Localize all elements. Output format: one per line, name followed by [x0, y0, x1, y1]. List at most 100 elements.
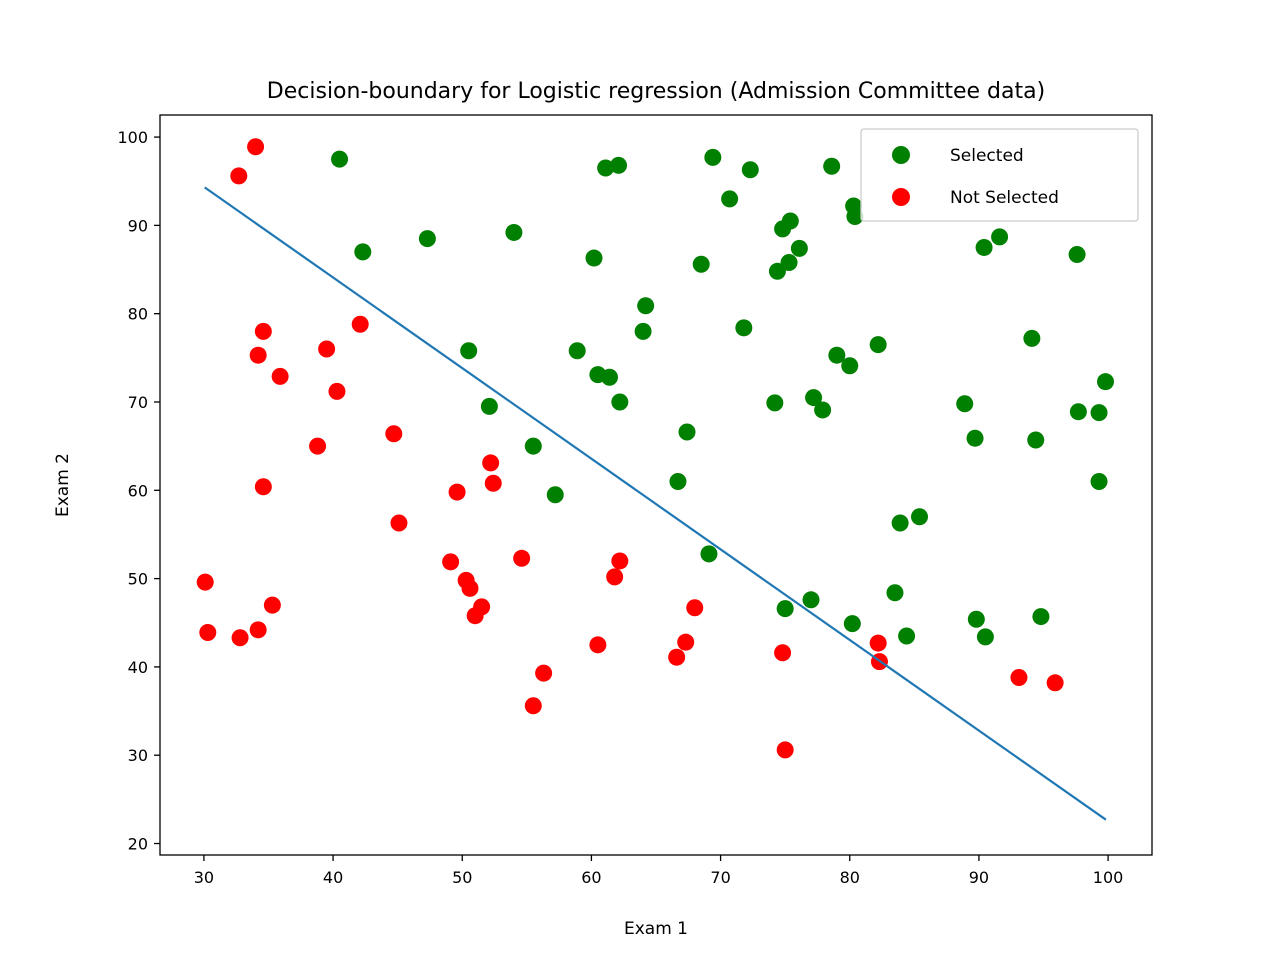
- point-not-selected: [263, 596, 281, 614]
- x-axis-label: Exam 1: [624, 919, 688, 939]
- y-tick-label: 80: [128, 305, 148, 324]
- point-selected: [823, 157, 841, 175]
- point-not-selected: [466, 607, 484, 625]
- legend-marker-not-selected: [892, 188, 910, 206]
- point-selected: [1023, 329, 1041, 347]
- point-selected: [601, 368, 618, 386]
- point-not-selected: [196, 573, 214, 591]
- point-selected: [354, 243, 372, 261]
- point-not-selected: [254, 322, 272, 340]
- legend: Selected Not Selected: [860, 128, 1139, 222]
- point-not-selected: [1046, 674, 1064, 692]
- decision-boundary-line: [204, 186, 1107, 821]
- point-not-selected: [461, 579, 479, 597]
- point-selected: [637, 297, 655, 315]
- point-selected: [841, 357, 859, 375]
- y-axis: 20 30 40 50 60 70 80 90 100: [117, 128, 160, 854]
- point-not-selected: [390, 514, 408, 532]
- data-points: [196, 138, 1114, 759]
- point-selected: [805, 389, 823, 407]
- point-selected: [669, 472, 687, 490]
- point-not-selected: [230, 167, 248, 185]
- point-not-selected: [318, 340, 336, 358]
- point-selected: [846, 208, 864, 226]
- point-not-selected: [484, 474, 502, 492]
- point-not-selected: [482, 454, 500, 472]
- point-not-selected: [589, 636, 607, 654]
- y-tick-label: 100: [117, 128, 148, 147]
- y-tick-label: 30: [128, 746, 148, 765]
- point-selected: [721, 190, 739, 208]
- point-selected: [704, 148, 722, 166]
- x-tick-label: 70: [710, 868, 730, 887]
- y-tick-label: 60: [128, 481, 148, 500]
- point-selected: [1027, 431, 1045, 449]
- point-not-selected: [231, 629, 249, 647]
- legend-label-not-selected: Not Selected: [950, 188, 1059, 208]
- x-tick-label: 90: [969, 868, 989, 887]
- y-tick-label: 40: [128, 658, 148, 677]
- x-tick-label: 60: [581, 868, 601, 887]
- point-not-selected: [668, 648, 686, 666]
- y-tick-label: 70: [128, 393, 148, 412]
- point-selected: [546, 486, 564, 504]
- y-tick-label: 20: [128, 835, 148, 854]
- point-not-selected: [677, 633, 695, 651]
- point-selected: [585, 249, 603, 267]
- decision-boundary-layer: [204, 186, 1107, 821]
- y-tick-label: 90: [128, 216, 148, 235]
- point-selected: [891, 514, 909, 532]
- point-selected: [886, 584, 904, 602]
- point-selected: [678, 423, 696, 441]
- point-selected: [735, 319, 753, 337]
- point-selected: [1090, 472, 1108, 490]
- point-selected: [814, 401, 832, 419]
- plot-frame: [159, 114, 1153, 856]
- point-not-selected: [686, 599, 704, 617]
- point-selected: [898, 627, 916, 645]
- legend-marker-selected: [892, 146, 910, 164]
- point-selected: [790, 239, 808, 257]
- point-selected: [956, 395, 974, 413]
- y-axis-label: Exam 2: [53, 453, 73, 517]
- point-selected: [611, 393, 629, 411]
- point-selected: [524, 437, 542, 455]
- point-not-selected: [247, 138, 265, 156]
- point-selected: [768, 262, 786, 280]
- point-selected: [802, 591, 820, 609]
- point-selected: [1069, 403, 1087, 421]
- point-not-selected: [448, 483, 466, 501]
- x-tick-label: 40: [323, 868, 343, 887]
- point-not-selected: [442, 553, 460, 571]
- point-selected: [1097, 373, 1114, 391]
- x-axis: 30 40 50 60 70 80 90 100: [194, 855, 1123, 887]
- point-not-selected: [513, 549, 531, 567]
- point-selected: [480, 397, 498, 415]
- x-tick-label: 80: [840, 868, 860, 887]
- point-selected: [568, 342, 586, 360]
- point-selected: [1032, 608, 1050, 626]
- point-not-selected: [309, 437, 327, 455]
- point-not-selected: [606, 568, 624, 586]
- point-not-selected: [524, 697, 542, 715]
- point-selected: [828, 346, 846, 364]
- legend-box: [860, 128, 1139, 222]
- point-not-selected: [535, 664, 553, 682]
- point-selected: [776, 600, 794, 618]
- point-not-selected: [249, 346, 267, 364]
- plot-area: [159, 114, 1153, 856]
- point-selected: [781, 212, 799, 230]
- x-tick-label: 50: [452, 868, 472, 887]
- point-selected: [610, 156, 628, 174]
- point-not-selected: [611, 552, 629, 570]
- point-selected: [869, 336, 887, 354]
- point-selected: [505, 223, 523, 241]
- point-selected: [967, 610, 985, 628]
- point-selected: [966, 429, 984, 447]
- point-not-selected: [328, 382, 346, 400]
- point-not-selected: [254, 478, 272, 496]
- point-selected: [766, 394, 784, 412]
- point-selected: [1068, 246, 1086, 264]
- point-selected: [418, 230, 436, 248]
- point-not-selected: [1010, 669, 1028, 687]
